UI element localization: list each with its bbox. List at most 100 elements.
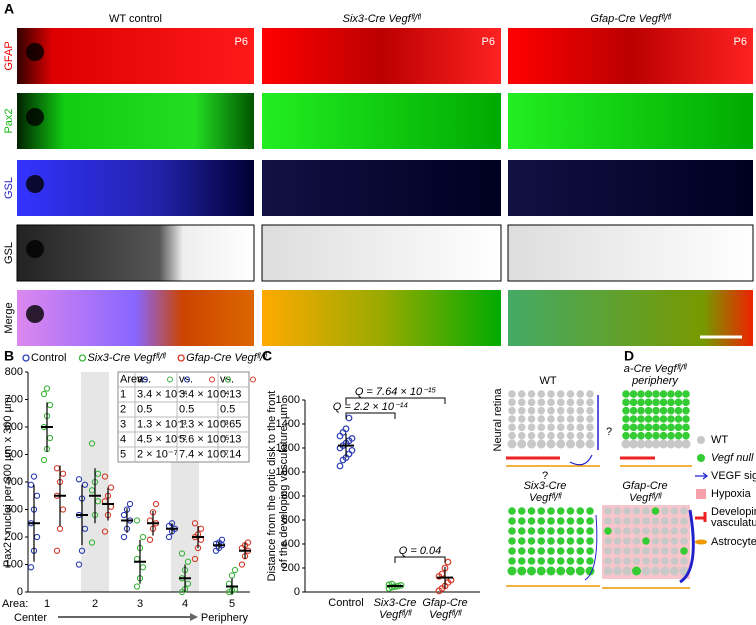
micrograph (262, 93, 501, 149)
cell (652, 406, 660, 415)
cell (629, 406, 638, 415)
y-tick-label: 200 (5, 531, 23, 543)
cell (537, 557, 546, 565)
cell (622, 398, 630, 407)
cell (641, 566, 651, 576)
cell (680, 507, 688, 515)
significance-bracket (394, 556, 446, 563)
cell (632, 557, 641, 565)
cell (637, 431, 645, 440)
micrograph (17, 290, 254, 346)
cell (586, 507, 594, 515)
data-point (191, 555, 199, 563)
cell (566, 527, 575, 535)
cell (622, 390, 630, 398)
data-point (120, 533, 128, 541)
x-axis-title: Area: (2, 598, 28, 610)
vegf-arrow (584, 514, 598, 581)
data-point (345, 450, 353, 458)
data-point (40, 390, 48, 398)
micrograph (17, 93, 254, 149)
cell (652, 390, 660, 398)
cell (576, 415, 585, 423)
cell (674, 415, 683, 423)
cell (642, 507, 650, 515)
data-point (101, 528, 109, 535)
diagram-title: Six3-Cre Vegfᶠˡ/ᶠˡ (524, 480, 567, 504)
cell (623, 547, 631, 555)
data-point (53, 547, 61, 554)
legend-marker (22, 354, 30, 362)
cell (546, 566, 556, 576)
cell (642, 517, 650, 525)
cell (652, 398, 660, 407)
cell (537, 517, 546, 525)
cell (517, 507, 526, 515)
cell (556, 415, 565, 423)
cell (586, 398, 594, 407)
cell (623, 527, 631, 535)
panel-b: B Control Six3-Cre Vegfᶠˡ/ᶠˡ Gfap-Cre Vegfᶠ… (2, 348, 267, 624)
table-cell: 0.13 (220, 388, 241, 400)
cell (623, 507, 631, 515)
cell (613, 537, 622, 545)
cell (547, 431, 555, 440)
micrograph (261, 224, 502, 282)
cell (622, 423, 630, 432)
data-point (385, 581, 393, 589)
cell (670, 537, 679, 545)
micrograph (17, 160, 254, 216)
cell (517, 431, 526, 440)
micrograph (262, 290, 501, 346)
cell (586, 415, 594, 423)
cell (604, 517, 612, 525)
age-label: P6 (482, 36, 495, 48)
cell (566, 406, 575, 415)
table-cell: 0.13 (220, 433, 241, 445)
cell (537, 415, 546, 423)
retina-label: Neural retina (492, 388, 504, 452)
data-point (178, 550, 186, 557)
data-point (40, 456, 48, 464)
cell (537, 406, 546, 415)
cell (659, 406, 668, 415)
cell (586, 390, 594, 398)
axis-end: Periphery (201, 612, 249, 624)
cell (651, 566, 660, 576)
cell (537, 390, 546, 398)
row-label: Pax2 (3, 108, 15, 133)
legend-label: Astrocytes (711, 536, 756, 548)
table-cell: 2 × 10⁻⁷ (137, 448, 178, 460)
table-cell: 0.14 (220, 448, 241, 460)
cell (556, 406, 565, 415)
optic-disk (26, 240, 44, 258)
cell (508, 431, 516, 440)
y-tick-label: 400 (282, 538, 300, 550)
y-tick-label: 700 (5, 393, 23, 405)
cell (680, 537, 688, 545)
column-title: Six3-Cre Vegfᶠˡ/ᶠˡ (343, 13, 422, 25)
cell (507, 566, 517, 576)
row-label: GSL (3, 242, 15, 264)
cell (674, 398, 683, 407)
cell (682, 431, 690, 440)
legend-label: Hypoxia (711, 488, 752, 500)
data-point (444, 558, 452, 566)
cell (679, 566, 689, 576)
cell (508, 390, 516, 398)
legend-symbol (696, 489, 706, 499)
cell (517, 439, 527, 449)
row-label: GFAP (3, 41, 15, 70)
legend-marker (78, 354, 87, 362)
cell (566, 517, 575, 525)
cell (670, 517, 679, 525)
cell (682, 390, 690, 398)
data-point (231, 566, 239, 574)
cell (547, 415, 555, 423)
micrograph (508, 160, 753, 216)
table-cell: 1.3 × 10⁻³ (179, 418, 229, 430)
cell (667, 431, 675, 440)
table-cell: 0.5 (220, 403, 235, 415)
data-point (107, 484, 115, 491)
cell (527, 557, 536, 565)
